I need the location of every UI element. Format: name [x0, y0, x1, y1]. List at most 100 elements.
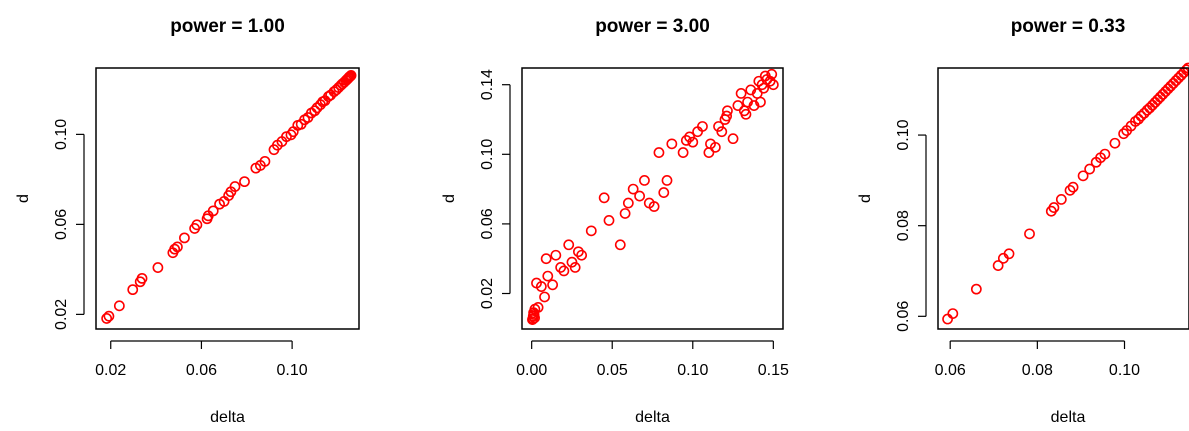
points-group	[101, 70, 357, 324]
data-point	[639, 175, 650, 186]
y-tick-label: 0.10	[895, 119, 912, 150]
data-point	[152, 262, 164, 273]
data-point	[1152, 94, 1164, 106]
data-point	[1167, 78, 1179, 89]
data-point	[992, 260, 1004, 271]
x-axis-label: delta	[635, 409, 670, 426]
data-point	[555, 262, 567, 273]
y-axis-label: d	[441, 194, 458, 203]
plot-frame	[521, 67, 784, 330]
data-point	[1170, 75, 1182, 87]
data-point	[239, 176, 250, 188]
data-point	[1144, 102, 1156, 114]
plot-frame	[95, 67, 360, 330]
data-point	[309, 105, 321, 117]
data-point	[1067, 181, 1079, 193]
plot-frame	[937, 67, 1189, 330]
data-point	[1173, 72, 1184, 84]
data-point	[1109, 137, 1121, 149]
x-tick-label: 0.06	[935, 362, 966, 379]
data-point	[103, 310, 115, 322]
data-point	[1084, 163, 1096, 175]
data-point	[342, 72, 354, 84]
data-point	[942, 313, 953, 325]
data-point	[716, 126, 728, 138]
data-point	[627, 183, 639, 195]
data-point	[550, 249, 562, 261]
y-tick-label: 0.10	[479, 139, 496, 170]
data-point	[1154, 91, 1166, 103]
y-tick-label: 0.06	[53, 209, 70, 240]
data-point	[113, 300, 125, 312]
data-point	[1130, 116, 1141, 127]
data-point	[207, 205, 219, 217]
data-point	[653, 147, 665, 158]
points-group	[942, 62, 1189, 325]
data-point	[1180, 64, 1189, 76]
data-point	[229, 181, 241, 192]
data-point	[748, 100, 760, 111]
data-point	[658, 187, 670, 198]
y-tick-label: 0.06	[895, 301, 912, 332]
data-point	[344, 70, 356, 82]
data-point	[634, 190, 646, 202]
data-point	[535, 281, 547, 292]
x-axis-label: delta	[210, 409, 245, 426]
x-tick-label: 0.00	[516, 362, 547, 379]
x-tick-label: 0.10	[677, 362, 708, 379]
data-point	[127, 284, 139, 296]
data-point	[191, 219, 203, 231]
data-point	[1055, 194, 1067, 205]
x-tick-label: 0.05	[597, 362, 628, 379]
data-point	[1149, 97, 1161, 108]
y-tick-label: 0.02	[53, 299, 70, 330]
data-point	[311, 102, 323, 114]
data-point	[648, 201, 660, 212]
data-point	[970, 283, 982, 295]
y-tick-label: 0.14	[479, 69, 496, 100]
data-point	[709, 141, 721, 153]
plot-panel-2: power = 3.00 0.00 0.05 0.10 0.15 0.02 0.06 0.10…	[441, 16, 789, 426]
data-point	[585, 225, 597, 237]
data-point	[539, 291, 550, 303]
data-point	[732, 100, 744, 111]
y-tick-label: 0.02	[479, 278, 496, 309]
data-point	[540, 253, 552, 265]
data-point	[745, 84, 757, 96]
chart-title: power = 3.00	[595, 16, 710, 37]
points-group	[527, 68, 779, 326]
data-point	[1099, 148, 1111, 160]
chart-title: power = 1.00	[170, 16, 285, 37]
data-point	[558, 265, 570, 277]
data-point	[1024, 228, 1035, 240]
plot-panel-1: power = 1.00 0.02 0.06 0.10 0.02 0.06 0.10 delt…	[15, 16, 360, 426]
data-point	[1118, 128, 1130, 140]
plot-panel-3: power = 0.33 0.06 0.08 0.10 0.06 0.08 0.10 delt…	[857, 16, 1189, 426]
data-point	[687, 136, 699, 148]
data-point	[136, 272, 148, 284]
data-point	[1160, 86, 1171, 97]
x-tick-label: 0.08	[1022, 362, 1053, 379]
data-point	[169, 243, 181, 255]
data-point	[697, 121, 708, 132]
data-point	[542, 270, 554, 282]
data-point	[735, 88, 747, 99]
chart-title: power = 0.33	[1011, 16, 1126, 37]
data-point	[1162, 83, 1174, 95]
x-axis-label: delta	[1051, 409, 1086, 426]
x-tick-label: 0.15	[758, 362, 789, 379]
data-point	[1048, 202, 1060, 213]
data-point	[576, 249, 588, 261]
data-point	[727, 133, 739, 145]
data-point	[1064, 184, 1076, 196]
data-point	[764, 75, 776, 87]
data-point	[614, 239, 626, 251]
data-point	[285, 129, 297, 141]
data-point	[101, 313, 113, 324]
data-point	[1133, 113, 1144, 125]
x-tick-label: 0.10	[277, 362, 308, 379]
data-point	[622, 197, 634, 209]
data-point	[603, 215, 615, 226]
data-point	[619, 208, 631, 219]
